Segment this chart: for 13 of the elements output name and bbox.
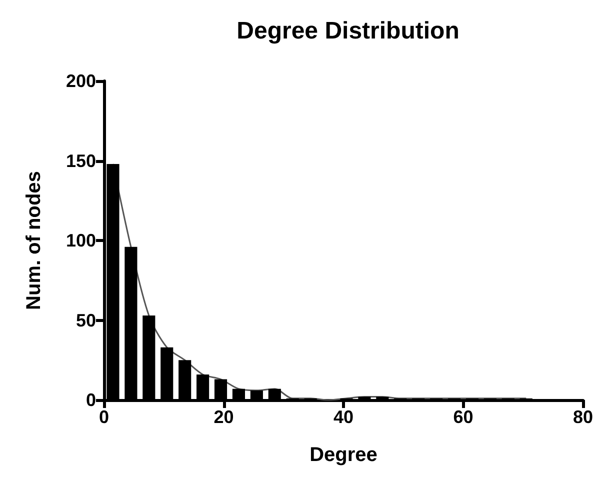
x-tick-label: 20 (214, 407, 234, 427)
y-tick-label: 100 (66, 230, 96, 250)
y-axis-title: Num. of nodes (23, 171, 45, 310)
y-tick-label: 0 (86, 390, 96, 410)
y-tick-label: 150 (66, 150, 96, 171)
x-tick-label: 80 (572, 407, 594, 427)
x-tick-label: 60 (453, 407, 474, 427)
x-axis-title: Degree (310, 444, 378, 466)
x-tick-label: 0 (98, 407, 110, 427)
chart-title: Degree Distribution (236, 18, 460, 44)
y-tick-label: 50 (76, 310, 96, 330)
y-tick-label: 200 (66, 71, 96, 91)
x-tick-label: 40 (333, 407, 354, 427)
